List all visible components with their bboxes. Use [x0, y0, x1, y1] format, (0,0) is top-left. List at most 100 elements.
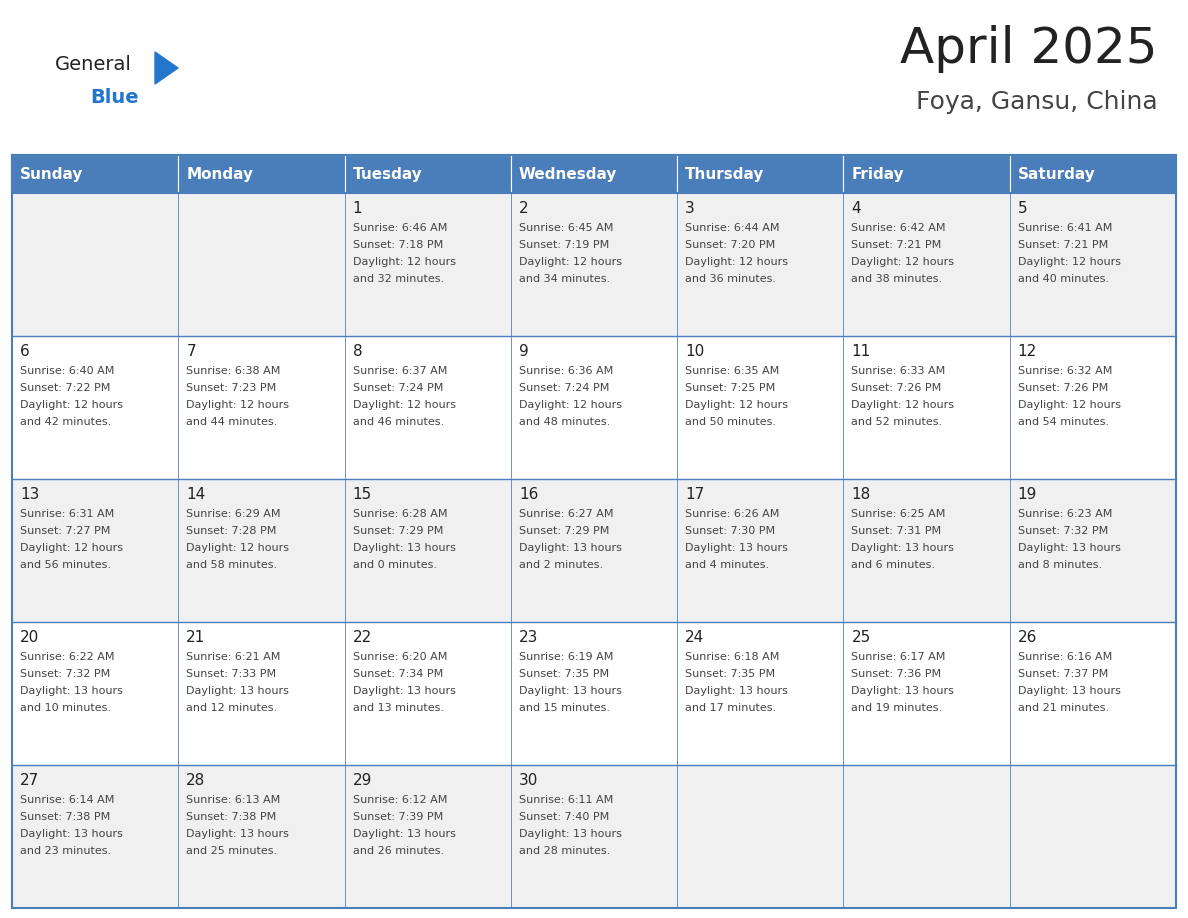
Bar: [345, 622, 511, 765]
Text: Sunset: 7:32 PM: Sunset: 7:32 PM: [1018, 526, 1108, 536]
Text: Sunset: 7:33 PM: Sunset: 7:33 PM: [187, 669, 277, 679]
Bar: [1010, 765, 1176, 908]
Bar: [677, 336, 843, 479]
Bar: [511, 193, 677, 336]
Text: 30: 30: [519, 773, 538, 788]
Text: Sunrise: 6:22 AM: Sunrise: 6:22 AM: [20, 652, 114, 662]
Text: and 6 minutes.: and 6 minutes.: [852, 560, 935, 570]
Text: Wednesday: Wednesday: [519, 166, 618, 182]
Text: Sunrise: 6:26 AM: Sunrise: 6:26 AM: [685, 509, 779, 519]
Bar: [345, 336, 511, 479]
Bar: [843, 193, 1010, 336]
Text: and 38 minutes.: and 38 minutes.: [852, 274, 942, 284]
Text: 17: 17: [685, 487, 704, 502]
Bar: [12, 622, 178, 765]
Text: Tuesday: Tuesday: [353, 166, 422, 182]
Text: and 40 minutes.: and 40 minutes.: [1018, 274, 1108, 284]
Text: Daylight: 13 hours: Daylight: 13 hours: [20, 686, 122, 696]
Text: Sunset: 7:26 PM: Sunset: 7:26 PM: [1018, 383, 1108, 393]
Text: Sunset: 7:28 PM: Sunset: 7:28 PM: [187, 526, 277, 536]
Text: and 13 minutes.: and 13 minutes.: [353, 703, 443, 713]
Text: Sunset: 7:30 PM: Sunset: 7:30 PM: [685, 526, 776, 536]
Text: 25: 25: [852, 630, 871, 645]
Text: and 36 minutes.: and 36 minutes.: [685, 274, 776, 284]
Text: Sunset: 7:38 PM: Sunset: 7:38 PM: [187, 812, 277, 822]
Text: Sunrise: 6:29 AM: Sunrise: 6:29 AM: [187, 509, 280, 519]
Text: 8: 8: [353, 344, 362, 359]
Bar: [178, 193, 345, 336]
Text: Sunrise: 6:19 AM: Sunrise: 6:19 AM: [519, 652, 613, 662]
Bar: [843, 765, 1010, 908]
Bar: [511, 336, 677, 479]
Text: Daylight: 12 hours: Daylight: 12 hours: [1018, 257, 1120, 267]
Text: 14: 14: [187, 487, 206, 502]
Text: Sunrise: 6:17 AM: Sunrise: 6:17 AM: [852, 652, 946, 662]
Text: Sunrise: 6:16 AM: Sunrise: 6:16 AM: [1018, 652, 1112, 662]
Bar: [677, 622, 843, 765]
Text: and 23 minutes.: and 23 minutes.: [20, 846, 112, 856]
Text: Sunset: 7:19 PM: Sunset: 7:19 PM: [519, 240, 609, 250]
Text: Sunset: 7:24 PM: Sunset: 7:24 PM: [519, 383, 609, 393]
Bar: [511, 765, 677, 908]
Text: 21: 21: [187, 630, 206, 645]
Polygon shape: [154, 52, 178, 84]
Text: Sunset: 7:36 PM: Sunset: 7:36 PM: [852, 669, 942, 679]
Text: Sunrise: 6:36 AM: Sunrise: 6:36 AM: [519, 366, 613, 376]
Text: and 26 minutes.: and 26 minutes.: [353, 846, 443, 856]
Text: Sunrise: 6:28 AM: Sunrise: 6:28 AM: [353, 509, 447, 519]
Text: Sunrise: 6:32 AM: Sunrise: 6:32 AM: [1018, 366, 1112, 376]
Text: 28: 28: [187, 773, 206, 788]
Text: Daylight: 13 hours: Daylight: 13 hours: [187, 686, 289, 696]
Text: and 46 minutes.: and 46 minutes.: [353, 417, 443, 427]
Text: Sunrise: 6:44 AM: Sunrise: 6:44 AM: [685, 223, 779, 233]
Bar: [843, 155, 1010, 193]
Text: Sunset: 7:18 PM: Sunset: 7:18 PM: [353, 240, 443, 250]
Text: Daylight: 13 hours: Daylight: 13 hours: [353, 686, 455, 696]
Text: Sunrise: 6:14 AM: Sunrise: 6:14 AM: [20, 795, 114, 805]
Text: and 15 minutes.: and 15 minutes.: [519, 703, 609, 713]
Text: Sunset: 7:29 PM: Sunset: 7:29 PM: [519, 526, 609, 536]
Text: 24: 24: [685, 630, 704, 645]
Bar: [511, 622, 677, 765]
Text: 26: 26: [1018, 630, 1037, 645]
Text: Sunrise: 6:12 AM: Sunrise: 6:12 AM: [353, 795, 447, 805]
Bar: [178, 155, 345, 193]
Text: and 0 minutes.: and 0 minutes.: [353, 560, 436, 570]
Bar: [677, 193, 843, 336]
Text: 16: 16: [519, 487, 538, 502]
Text: Sunrise: 6:45 AM: Sunrise: 6:45 AM: [519, 223, 613, 233]
Text: Daylight: 13 hours: Daylight: 13 hours: [519, 543, 621, 553]
Text: and 44 minutes.: and 44 minutes.: [187, 417, 278, 427]
Text: and 52 minutes.: and 52 minutes.: [852, 417, 942, 427]
Text: Sunset: 7:35 PM: Sunset: 7:35 PM: [519, 669, 609, 679]
Text: Sunset: 7:21 PM: Sunset: 7:21 PM: [852, 240, 942, 250]
Text: Sunrise: 6:40 AM: Sunrise: 6:40 AM: [20, 366, 114, 376]
Text: and 10 minutes.: and 10 minutes.: [20, 703, 110, 713]
Bar: [843, 622, 1010, 765]
Text: 23: 23: [519, 630, 538, 645]
Text: and 17 minutes.: and 17 minutes.: [685, 703, 776, 713]
Text: 7: 7: [187, 344, 196, 359]
Text: Monday: Monday: [187, 166, 253, 182]
Text: April 2025: April 2025: [901, 25, 1158, 73]
Text: Sunset: 7:40 PM: Sunset: 7:40 PM: [519, 812, 609, 822]
Text: and 32 minutes.: and 32 minutes.: [353, 274, 443, 284]
Text: Daylight: 13 hours: Daylight: 13 hours: [1018, 686, 1120, 696]
Bar: [178, 622, 345, 765]
Text: Daylight: 13 hours: Daylight: 13 hours: [519, 829, 621, 839]
Text: 19: 19: [1018, 487, 1037, 502]
Text: Sunset: 7:20 PM: Sunset: 7:20 PM: [685, 240, 776, 250]
Text: Sunset: 7:35 PM: Sunset: 7:35 PM: [685, 669, 776, 679]
Text: 6: 6: [20, 344, 30, 359]
Bar: [345, 765, 511, 908]
Bar: [12, 479, 178, 622]
Text: and 8 minutes.: and 8 minutes.: [1018, 560, 1101, 570]
Text: Sunrise: 6:38 AM: Sunrise: 6:38 AM: [187, 366, 280, 376]
Bar: [12, 765, 178, 908]
Text: 3: 3: [685, 201, 695, 216]
Text: Sunset: 7:31 PM: Sunset: 7:31 PM: [852, 526, 942, 536]
Bar: [178, 479, 345, 622]
Text: and 28 minutes.: and 28 minutes.: [519, 846, 611, 856]
Text: Daylight: 12 hours: Daylight: 12 hours: [1018, 400, 1120, 410]
Text: Thursday: Thursday: [685, 166, 765, 182]
